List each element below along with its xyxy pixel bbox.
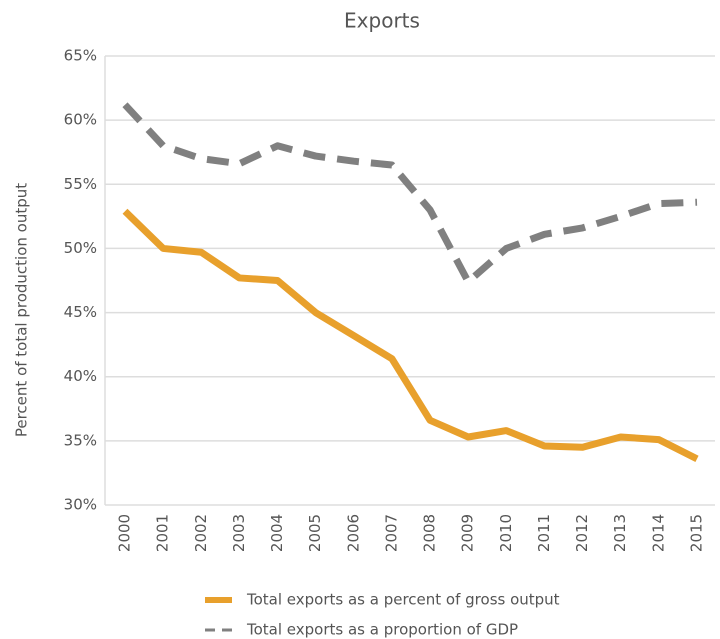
legend-label: Total exports as a percent of gross outp… bbox=[246, 591, 560, 609]
series-line bbox=[122, 208, 699, 462]
y-axis-label: Percent of total production output bbox=[13, 183, 31, 437]
x-tick-label: 2014 bbox=[649, 514, 667, 552]
legend-label: Total exports as a proportion of GDP bbox=[246, 621, 518, 639]
x-tick-label: 2012 bbox=[573, 514, 591, 552]
x-tick-label: 2006 bbox=[344, 514, 362, 552]
y-tick-label: 45% bbox=[64, 303, 97, 321]
x-tick-label: 2009 bbox=[459, 514, 477, 552]
x-tick-label: 2007 bbox=[382, 514, 400, 552]
x-tick-label: 2004 bbox=[268, 514, 286, 552]
x-tick-label: 2003 bbox=[230, 514, 248, 552]
x-tick-label: 2005 bbox=[306, 514, 324, 552]
x-tick-label: 2002 bbox=[192, 514, 210, 552]
x-tick-label: 2000 bbox=[116, 514, 134, 552]
y-tick-label: 40% bbox=[64, 367, 97, 385]
x-tick-label: 2008 bbox=[421, 514, 439, 552]
series-line bbox=[122, 102, 698, 286]
x-tick-label: 2015 bbox=[688, 514, 706, 552]
y-tick-label: 65% bbox=[64, 47, 97, 65]
y-tick-label: 55% bbox=[64, 175, 97, 193]
x-tick-label: 2010 bbox=[497, 514, 515, 552]
y-tick-label: 50% bbox=[64, 239, 97, 257]
x-tick-label: 2001 bbox=[154, 514, 172, 552]
y-tick-label: 60% bbox=[64, 111, 97, 129]
y-tick-label: 35% bbox=[64, 431, 97, 449]
y-tick-label: 30% bbox=[64, 496, 97, 514]
chart-title: Exports bbox=[344, 9, 420, 33]
x-tick-label: 2011 bbox=[535, 514, 553, 552]
x-tick-label: 2013 bbox=[611, 514, 629, 552]
